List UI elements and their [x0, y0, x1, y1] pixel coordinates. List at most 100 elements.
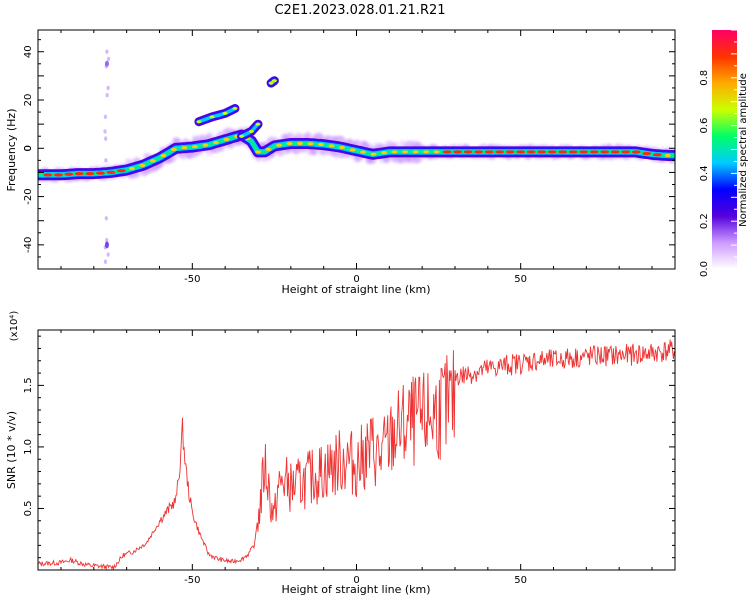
snr-series-line — [38, 339, 675, 570]
snr-trace — [38, 339, 675, 570]
spectral-peak — [286, 142, 293, 146]
spectral-peak — [412, 150, 419, 154]
colorbar-tick-label: 0.4 — [699, 165, 710, 181]
spectral-streak-blob — [103, 114, 107, 120]
colorbar-ticks: 0.0 0.2 0.4 0.6 0.8 — [699, 29, 737, 277]
spectral-peak — [631, 150, 641, 154]
spectral-peak — [370, 152, 377, 156]
spectral-peak — [568, 150, 578, 154]
spectral-branch-peak — [268, 81, 274, 85]
spectral-streak-blob — [105, 49, 109, 54]
spectral-peak — [423, 150, 430, 154]
snr-y-tick-label: 0.5 — [23, 501, 34, 517]
spectral-peak — [254, 150, 261, 154]
spectral-peak — [106, 170, 116, 174]
spectrogram-heatmap — [38, 49, 675, 264]
spectral-branch-peak — [196, 120, 202, 124]
spectrogram-y-tick-label: -20 — [23, 188, 34, 204]
spectral-peak — [442, 150, 452, 154]
spectral-peak — [265, 147, 272, 152]
spectral-streak-blob — [104, 216, 108, 221]
spectral-peak — [328, 144, 335, 148]
spectrogram-x-axis-label: Height of straight line (km) — [281, 283, 430, 296]
spectral-peak — [505, 150, 515, 154]
snr-x-tick-label: 0 — [353, 575, 359, 586]
spectral-peak — [149, 159, 156, 163]
spectral-peak — [453, 150, 463, 154]
spectral-streak-blob — [105, 92, 109, 98]
snr-panel: -50 0 50 0.5 1.0 1.5 Height of straight line … — [5, 311, 676, 596]
spectral-peak — [212, 140, 219, 145]
spectral-branch-peak — [232, 106, 238, 110]
spectral-peak — [433, 150, 440, 154]
snr-y-tick-label: 1.5 — [23, 377, 34, 393]
spectral-peak — [610, 150, 620, 154]
spectrogram-y-tick-label: 40 — [23, 45, 34, 58]
snr-y-tick-label: 1.0 — [23, 439, 34, 455]
spectral-peak — [318, 142, 325, 147]
spectrogram-y-tick-label: 0 — [23, 145, 34, 151]
spectral-streak-blob — [106, 56, 111, 62]
spectral-peak — [579, 150, 589, 154]
spectrogram-x-tick-label: -50 — [184, 274, 200, 285]
spectral-peak — [495, 150, 505, 154]
spectral-peak — [391, 150, 398, 154]
spectral-halo-blob — [205, 132, 213, 140]
spectral-peak — [484, 150, 494, 154]
spectrogram-y-axis-label: Frequency (Hz) — [5, 109, 18, 192]
spectral-peak — [139, 163, 146, 167]
snr-multiplier-label: (x10⁴) — [9, 311, 20, 342]
colorbar: 0.0 0.2 0.4 0.6 0.8 Normalized spectral ampl… — [699, 29, 749, 277]
spectral-peak — [621, 150, 631, 154]
spectral-streak-blob — [103, 259, 108, 264]
spectral-peak — [170, 147, 177, 152]
colorbar-tick-label: 0.8 — [699, 70, 710, 86]
spectral-peak — [664, 153, 671, 158]
spectral-peak — [516, 150, 526, 154]
spectrogram-x-tick-label: 0 — [353, 274, 359, 285]
spectral-peak — [349, 148, 356, 152]
spectral-peak — [276, 143, 283, 147]
spectral-branch-peak — [239, 134, 245, 138]
spectral-peak — [589, 150, 599, 154]
spectral-peak — [128, 166, 135, 171]
spectral-peak — [463, 150, 473, 154]
spectral-branch-peak — [209, 115, 215, 119]
spectral-halo-blob — [353, 139, 361, 147]
spectral-peak — [307, 142, 314, 146]
spectral-peak — [95, 171, 105, 175]
spectral-peak — [381, 151, 388, 155]
spectral-peak — [74, 172, 84, 176]
spectrogram-x-tick-label: 50 — [514, 274, 527, 285]
spectral-branch-peak — [248, 129, 254, 133]
spectral-streak-blob — [104, 241, 109, 249]
colorbar-label: Normalized spectral amplitude — [738, 73, 749, 227]
spectral-streak-blob — [104, 136, 108, 141]
spectral-peak — [116, 169, 126, 173]
spectral-branch-0 — [197, 106, 237, 124]
spectral-peak — [85, 172, 95, 176]
spectral-peak — [652, 153, 662, 157]
snr-x-tick-label: 50 — [514, 575, 527, 586]
spectral-peak — [547, 150, 557, 154]
spectral-peak — [537, 150, 547, 154]
spectral-peak — [191, 145, 198, 149]
spectral-halo-blob — [310, 148, 318, 156]
snr-x-axis-label: Height of straight line (km) — [281, 583, 430, 596]
spectral-peak — [642, 151, 652, 156]
spectrogram-y-tick-label: 20 — [23, 94, 34, 107]
spectral-streak-blob — [106, 85, 110, 91]
spectral-streak-blob — [105, 237, 109, 243]
spectral-peak — [202, 143, 209, 147]
spectral-peak — [600, 150, 610, 154]
snr-ticks: -50 0 50 0.5 1.0 1.5 — [23, 330, 675, 586]
spectrogram-y-tick-label: -40 — [23, 237, 34, 253]
snr-x-tick-label: -50 — [184, 575, 200, 586]
spectral-branch-peak — [255, 122, 261, 126]
spectrogram-y-tick-label: 0 — [23, 145, 34, 151]
spectral-branch-peak — [271, 79, 277, 83]
spectral-streak-blob — [104, 60, 109, 67]
